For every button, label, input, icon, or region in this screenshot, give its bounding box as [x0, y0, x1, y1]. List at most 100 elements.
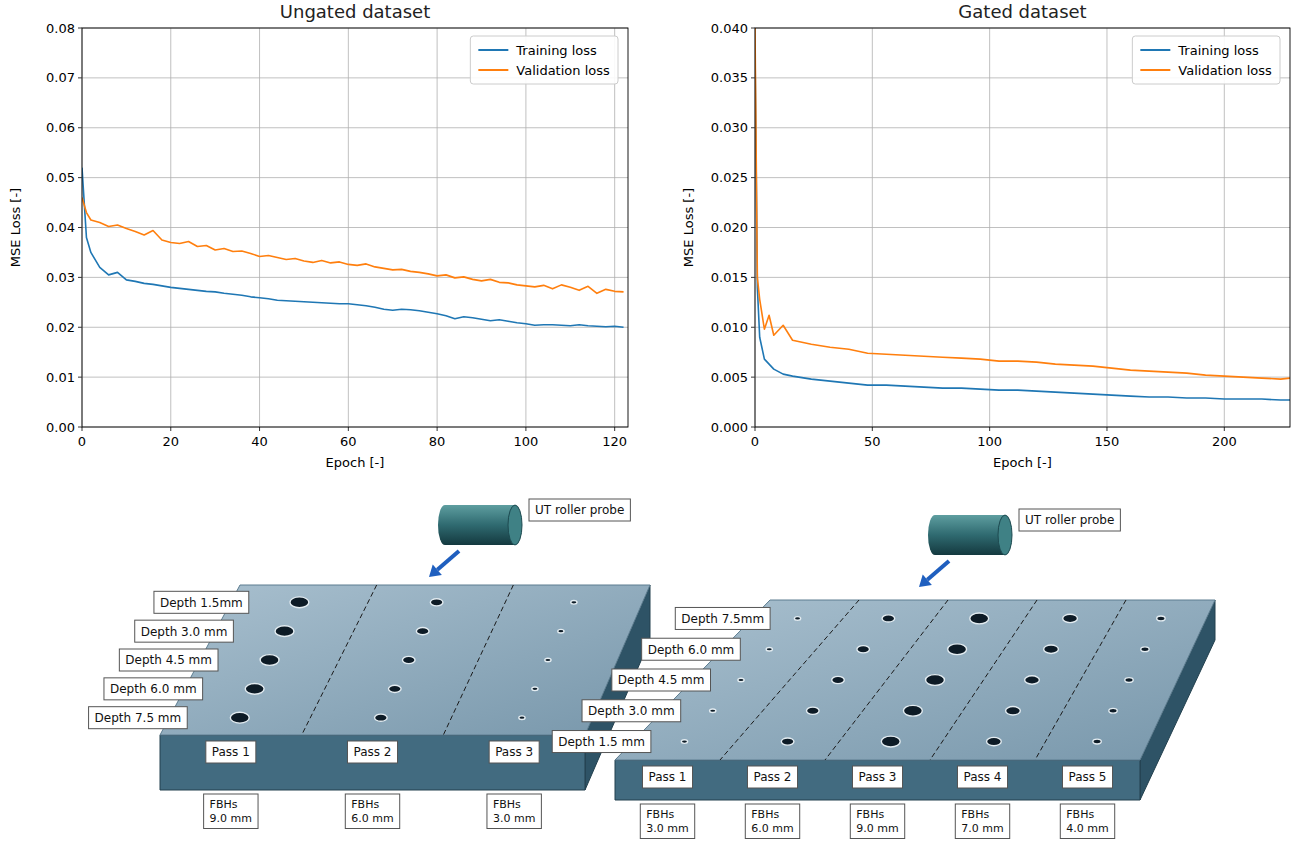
flat-bottom-hole — [970, 613, 989, 624]
legend-swatch — [1140, 49, 1170, 51]
flat-bottom-hole — [681, 740, 687, 744]
flat-bottom-hole — [948, 644, 967, 655]
flat-bottom-hole — [230, 712, 249, 723]
tick-label: 0.005 — [711, 370, 748, 385]
depth-label: Depth 1.5 mm — [558, 735, 645, 749]
probe-end — [438, 505, 452, 545]
flat-bottom-hole — [260, 655, 279, 666]
loss-line — [82, 198, 624, 294]
label-box: Pass 1 — [642, 766, 692, 788]
label-frame — [104, 678, 203, 700]
fbh-size: 7.0 mm — [961, 822, 1003, 835]
label-box: Depth 7.5 mm — [89, 707, 188, 729]
label-box: FBHs4.0 mm — [1060, 804, 1114, 839]
label-box: FBHs3.0 mm — [487, 794, 541, 829]
grid-line — [82, 377, 628, 378]
probe-arrow-head — [919, 575, 932, 587]
tick-label: 0 — [78, 434, 86, 449]
fbh-size: 6.0 mm — [751, 822, 793, 835]
tick-mark — [751, 427, 755, 428]
flat-bottom-hole — [1157, 616, 1165, 621]
grid-line — [755, 177, 1290, 178]
tick-label: 0.05 — [46, 170, 75, 185]
label-frame — [1062, 766, 1112, 788]
label-box: Depth 7.5mm — [675, 607, 770, 629]
tick-label: 100 — [977, 434, 1002, 449]
flat-bottom-hole — [1044, 645, 1059, 653]
label-box: Depth 4.5 mm — [119, 649, 218, 671]
grid-line — [755, 227, 1290, 228]
tick-mark — [525, 427, 526, 431]
pass-label: Pass 4 — [963, 770, 1001, 784]
depth-label: Depth 7.5mm — [681, 612, 764, 626]
fbh-size: 3.0 mm — [493, 812, 535, 825]
probe-label: UT roller probe — [1025, 513, 1114, 527]
flat-bottom-hole — [571, 601, 577, 605]
tick-label: 0.000 — [711, 420, 748, 435]
depth-label: Depth 4.5 mm — [618, 673, 705, 687]
tick-mark — [78, 227, 82, 228]
tick-label: 0.015 — [711, 270, 748, 285]
tick-label: 20 — [163, 434, 180, 449]
flat-bottom-hole — [245, 683, 264, 694]
slab-top — [160, 585, 650, 735]
label-frame — [552, 731, 651, 753]
axis-title: Epoch [-] — [993, 455, 1052, 470]
fbh-label: FBHs — [961, 808, 989, 821]
tick-label: 0.02 — [46, 320, 75, 335]
fbh-label: FBHs — [493, 798, 521, 811]
pass-label: Pass 3 — [858, 770, 896, 784]
loss-line — [755, 28, 1290, 379]
tick-mark — [78, 28, 82, 29]
tick-label: 0 — [751, 434, 759, 449]
flat-bottom-hole — [781, 738, 794, 745]
flat-bottom-hole — [1141, 647, 1149, 652]
tick-mark — [78, 427, 82, 428]
pass-label: Pass 2 — [753, 770, 791, 784]
fbh-label: FBHs — [210, 798, 238, 811]
tick-mark — [82, 427, 83, 431]
probe-arrow-head — [429, 565, 442, 577]
flat-bottom-hole — [430, 599, 443, 606]
tick-label: 0.08 — [46, 21, 75, 36]
label-box: Depth 6.0 mm — [104, 678, 203, 700]
label-frame — [955, 804, 1009, 839]
flat-bottom-hole — [545, 658, 551, 662]
probe — [438, 505, 522, 545]
label-frame — [1019, 509, 1120, 531]
tick-mark — [78, 77, 82, 78]
depth-label: Depth 7.5 mm — [95, 711, 182, 725]
depth-label: Depth 6.0 mm — [648, 643, 735, 657]
grid-line — [82, 177, 628, 178]
chart-panel: Ungated dataset0.000.010.020.030.040.050… — [8, 1, 628, 470]
flat-bottom-hole — [857, 646, 870, 653]
tick-mark — [989, 427, 990, 431]
probe-body — [935, 515, 1005, 555]
label-frame — [206, 741, 256, 763]
label-box: Pass 2 — [747, 766, 797, 788]
flat-bottom-hole — [987, 737, 1002, 745]
tick-mark — [751, 377, 755, 378]
grid-line — [755, 327, 1290, 328]
flat-bottom-hole — [1093, 739, 1101, 744]
legend-swatch — [478, 49, 508, 51]
flat-bottom-hole — [375, 714, 388, 721]
specimen-diagram: Depth 1.5mmDepth 3.0 mmDepth 4.5 mmDepth… — [89, 499, 650, 829]
slab-front — [160, 735, 585, 790]
tick-mark — [751, 127, 755, 128]
grid-line — [259, 28, 260, 427]
legend-swatch — [478, 69, 508, 71]
depth-label: Depth 1.5mm — [160, 596, 243, 610]
label-box: Depth 4.5 mm — [612, 669, 711, 691]
flat-bottom-hole — [807, 707, 820, 714]
label-box: FBHs7.0 mm — [955, 804, 1009, 839]
grid-line — [755, 277, 1290, 278]
label-frame — [347, 741, 397, 763]
tick-label: 0.020 — [711, 220, 748, 235]
tick-label: 0.00 — [46, 420, 75, 435]
pass-divider — [825, 600, 948, 760]
tick-label: 0.03 — [46, 270, 75, 285]
probe-body — [445, 505, 515, 545]
flat-bottom-hole — [416, 628, 429, 635]
grid-line — [82, 327, 628, 328]
